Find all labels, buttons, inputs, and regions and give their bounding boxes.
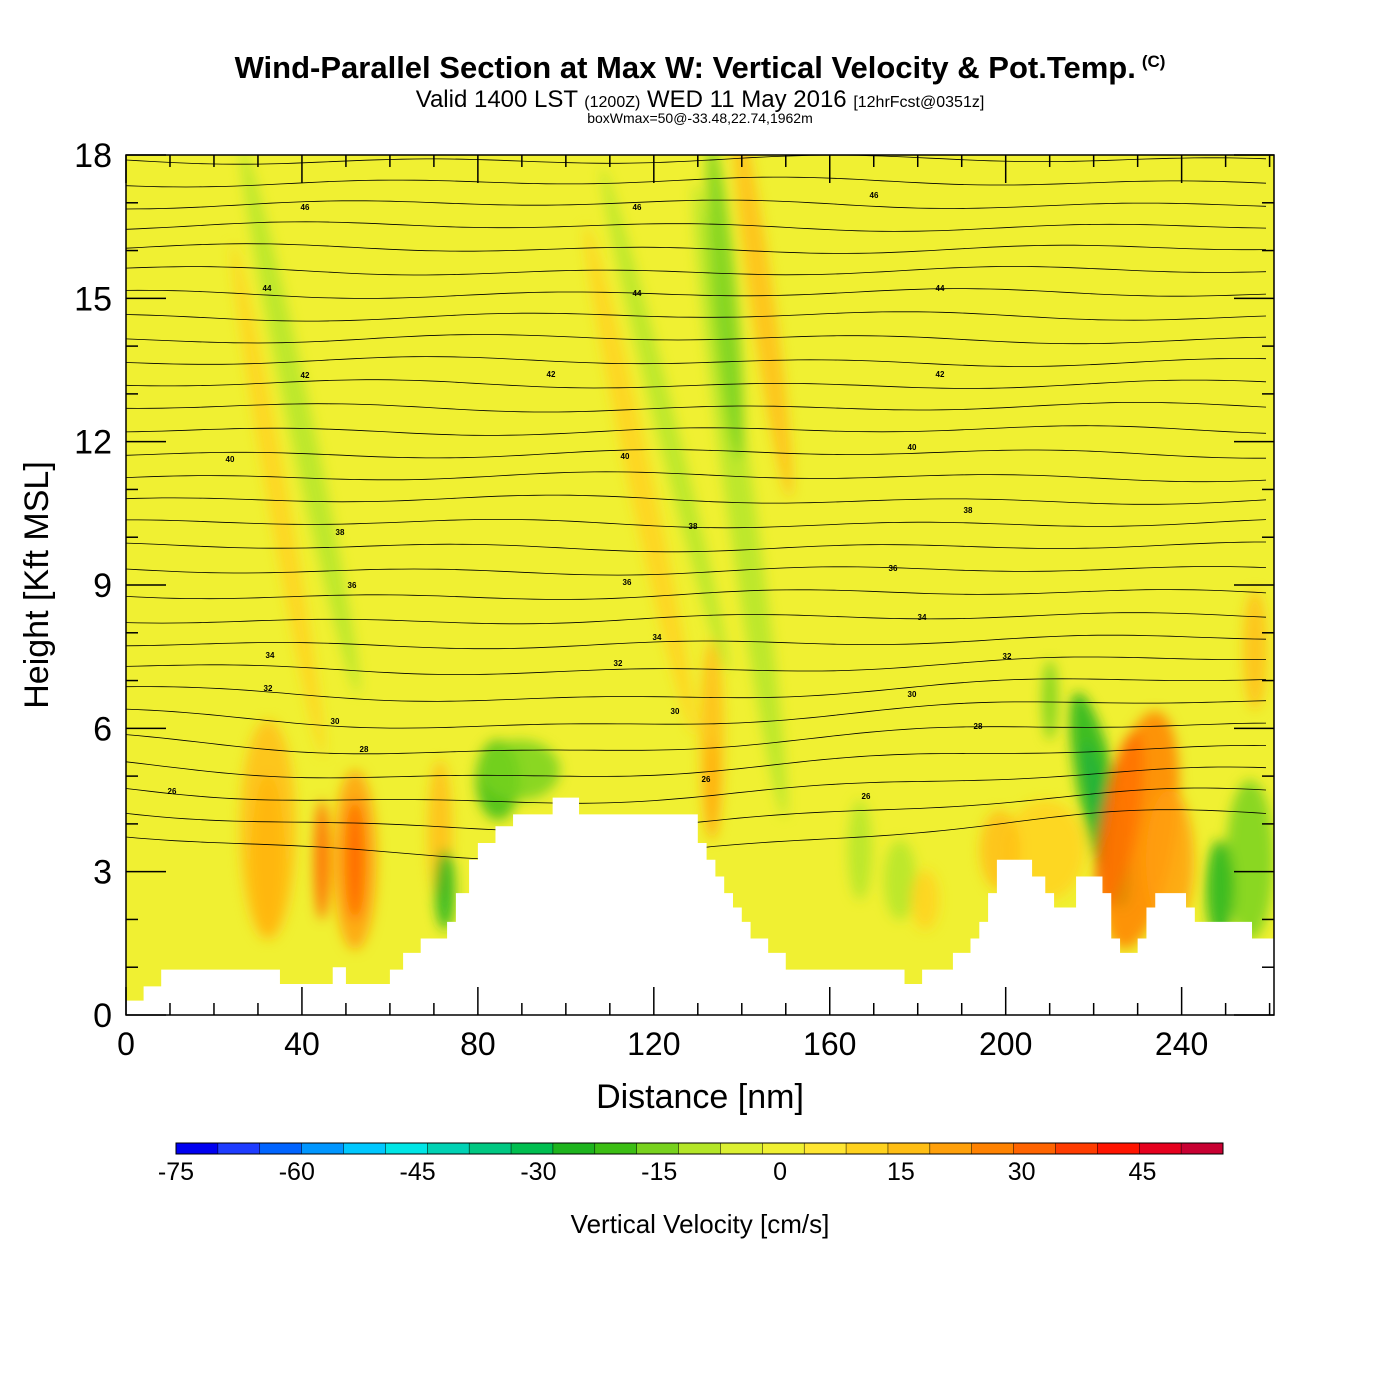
colorbar-tick-label: 0	[773, 1158, 787, 1186]
contour-label: 28	[974, 722, 983, 731]
contour-label: 38	[964, 506, 973, 515]
colorbar-swatch	[552, 1143, 596, 1154]
colorbar-tick-label: -75	[158, 1158, 194, 1186]
x-tick-label: 120	[627, 1026, 680, 1062]
colorbar-label: Vertical Velocity [cm/s]	[571, 1209, 830, 1239]
contour-label: 46	[633, 203, 642, 212]
colorbar-tick-label: -15	[641, 1158, 677, 1186]
contour-label: 44	[936, 284, 945, 293]
colorbar-swatch	[1139, 1143, 1182, 1154]
contour-label: 32	[614, 659, 623, 668]
colorbar-swatch	[1181, 1143, 1224, 1154]
x-axis: 0 40 80 120 160 200 240	[117, 155, 1271, 1062]
x-tick-label: 160	[803, 1026, 856, 1062]
x-tick-label: 240	[1155, 1026, 1208, 1062]
contour-label: 46	[870, 191, 879, 200]
subtitle-zulu: (1200Z)	[584, 94, 641, 111]
colorbar-swatch	[762, 1143, 805, 1154]
contour-label: 42	[301, 371, 310, 380]
colorbar-tick-label: -30	[520, 1158, 556, 1186]
contour-label: 34	[918, 613, 927, 622]
colorbar-swatch	[929, 1143, 973, 1154]
contour-label: 40	[621, 452, 630, 461]
y-tick-label: 15	[74, 280, 112, 318]
contour-label: 30	[908, 690, 917, 699]
contour-label: 38	[336, 528, 345, 537]
y-tick-label: 12	[74, 424, 112, 462]
colorbar-tick-label: -45	[400, 1158, 436, 1186]
x-tick-label: 80	[460, 1026, 496, 1062]
colorbar-swatch	[469, 1143, 512, 1154]
contour-label: 38	[689, 522, 698, 531]
subtitle-valid: Valid 1400 LST	[415, 86, 578, 113]
plot-area: 46 46 46 44 44 44 42 42 42 40 40 40 38 38 38 36 36 36 34 34…	[126, 155, 1274, 1015]
colorbar-swatch	[301, 1143, 345, 1154]
y-tick-label: 18	[74, 137, 112, 175]
x-tick-label: 40	[284, 1026, 320, 1062]
contour-label: 36	[348, 581, 357, 590]
colorbar-tick-label: -60	[279, 1158, 315, 1186]
colorbar: -75 -60 -45 -30 -15 0 15 30 45	[158, 1142, 1224, 1186]
colorbar-swatch	[427, 1143, 470, 1154]
colorbar-swatch	[804, 1143, 847, 1154]
contour-label: 26	[702, 775, 711, 784]
subtitle-forecast: [12hrFcst@0351z]	[853, 94, 985, 111]
contour-label: 34	[266, 651, 275, 660]
x-tick-label: 0	[117, 1026, 135, 1062]
contour-label: 30	[671, 707, 680, 716]
colorbar-swatch	[217, 1143, 261, 1154]
y-tick-label: 0	[93, 997, 112, 1035]
contour-label: 32	[1003, 652, 1012, 661]
colorbar-swatch	[1055, 1143, 1098, 1154]
contour-label: 40	[908, 443, 917, 452]
chart-subtitle-box: boxWmax=50@-33.48,22.74,1962m	[587, 110, 813, 126]
colorbar-swatch	[385, 1143, 428, 1154]
colorbar-swatch	[846, 1143, 889, 1154]
title-text: Wind-Parallel Section at Max W: Vertical…	[234, 50, 1136, 85]
chart-title: Wind-Parallel Section at Max W: Vertical…	[0, 50, 1400, 86]
colorbar-swatch	[594, 1143, 638, 1154]
contour-label: 28	[360, 745, 369, 754]
y-tick-label: 9	[93, 567, 112, 605]
colorbar-tick-label: 45	[1129, 1158, 1157, 1186]
contour-label: 46	[301, 203, 310, 212]
colorbar-swatch	[1097, 1143, 1140, 1154]
contour-label: 40	[226, 455, 235, 464]
x-tick-label: 200	[979, 1026, 1032, 1062]
chart-subtitle: Valid 1400 LST (1200Z) WED 11 May 2016 […	[0, 86, 1400, 114]
y-tick-label: 6	[93, 710, 112, 748]
contour-label: 42	[547, 370, 556, 379]
colorbar-tick-label: 30	[1008, 1158, 1036, 1186]
contour-label: 26	[168, 787, 177, 796]
copyright-mark: (C)	[1141, 51, 1166, 71]
contour-label: 34	[653, 633, 662, 642]
contour-label: 44	[633, 289, 642, 298]
subtitle-date: WED 11 May 2016	[647, 86, 847, 113]
contour-label: 36	[623, 578, 632, 587]
contour-label: 30	[331, 717, 340, 726]
contour-label: 32	[264, 684, 273, 693]
colorbar-swatch	[887, 1143, 931, 1154]
terrain-mask	[126, 797, 1274, 1015]
colorbar-swatch	[636, 1143, 680, 1154]
colorbar-swatch	[176, 1143, 219, 1154]
contour-label: 44	[263, 284, 272, 293]
colorbar-swatch	[1013, 1143, 1056, 1154]
contour-label: 26	[862, 792, 871, 801]
colorbar-swatch	[720, 1143, 763, 1154]
x-axis-label: Distance [nm]	[596, 1078, 804, 1116]
y-tick-label: 3	[93, 854, 112, 892]
contour-label: 42	[936, 370, 945, 379]
colorbar-swatch	[511, 1143, 554, 1154]
contour-label: 36	[889, 564, 898, 573]
y-axis-label: Height [Kft MSL]	[18, 461, 56, 709]
velocity-field	[231, 155, 1274, 950]
colorbar-tick-label: 15	[887, 1158, 915, 1186]
colorbar-swatch	[343, 1143, 386, 1154]
colorbar-swatch	[259, 1143, 303, 1154]
colorbar-swatch	[678, 1143, 721, 1154]
colorbar-swatch	[971, 1143, 1015, 1154]
